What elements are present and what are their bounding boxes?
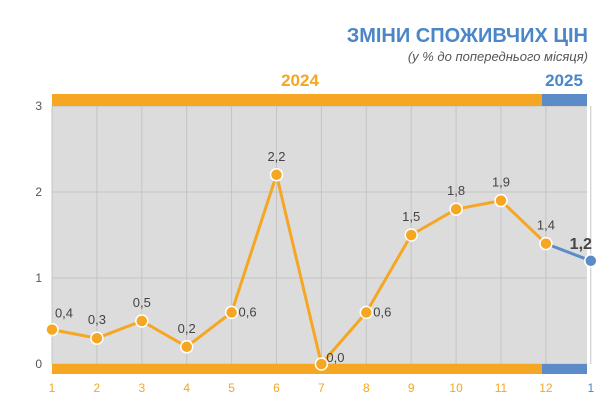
x-tick-label: 1 bbox=[587, 381, 594, 395]
data-labels: 0,4 0,3 0,5 0,2 0,6 2,2 0,0 0,6 1,5 1,8 1,9 1,4 1,2 bbox=[55, 149, 592, 365]
plot-background bbox=[52, 104, 587, 374]
data-label-2024: 2,2 bbox=[267, 149, 285, 164]
data-point-2024 bbox=[269, 168, 284, 182]
data-point-2024 bbox=[90, 331, 104, 345]
x-tick-label: 8 bbox=[363, 381, 370, 395]
x-tick-label: 11 bbox=[495, 381, 508, 395]
y-tick-label: 2 bbox=[35, 185, 42, 199]
data-label-2025: 1,2 bbox=[570, 236, 592, 253]
x-tick-label: 1 bbox=[49, 381, 56, 395]
chart-subtitle: (у % до попереднього місяця) bbox=[408, 49, 588, 64]
x-tick-label: 5 bbox=[228, 381, 235, 395]
year-band-2025 bbox=[542, 94, 587, 106]
data-label-2024: 0,6 bbox=[239, 304, 257, 319]
data-label-2024: 1,9 bbox=[492, 175, 510, 190]
y-tick-label: 0 bbox=[35, 357, 42, 371]
x-tick-label: 9 bbox=[408, 381, 415, 395]
series-line-2025 bbox=[545, 242, 592, 263]
data-points bbox=[45, 168, 598, 371]
data-point-2024 bbox=[539, 236, 553, 251]
x-tick-label: 6 bbox=[273, 381, 280, 395]
data-point-2024 bbox=[45, 322, 59, 337]
data-label-2024: 0,6 bbox=[373, 304, 391, 319]
chart-title: ЗМІНИ СПОЖИВЧИХ ЦІН bbox=[347, 25, 588, 47]
data-point-2024 bbox=[135, 314, 149, 328]
data-label-2024: 0,0 bbox=[326, 350, 344, 365]
data-point-2025 bbox=[584, 254, 598, 268]
data-label-2024: 1,4 bbox=[537, 218, 555, 233]
year-band-2024 bbox=[52, 94, 542, 106]
data-label-2024: 0,5 bbox=[133, 295, 151, 310]
x-tick-label: 7 bbox=[318, 381, 325, 395]
data-point-2024 bbox=[179, 340, 194, 354]
data-label-2024: 0,3 bbox=[88, 312, 106, 327]
y-tick-label: 1 bbox=[35, 271, 42, 285]
data-label-2024: 1,5 bbox=[402, 209, 420, 224]
x-tick-label: 2 bbox=[94, 381, 101, 395]
year-label-2024: 2024 bbox=[281, 71, 319, 90]
data-point-2024 bbox=[494, 193, 508, 208]
series-line-2024 bbox=[51, 173, 547, 366]
x-tick-label: 4 bbox=[183, 381, 190, 395]
y-tick-label: 3 bbox=[35, 99, 42, 113]
data-label-2024: 0,4 bbox=[55, 306, 73, 321]
y-axis-ticks: 0 1 2 3 bbox=[35, 99, 42, 371]
series-lines bbox=[51, 173, 592, 366]
data-point-2024 bbox=[359, 305, 374, 320]
data-point-2024 bbox=[404, 228, 418, 242]
bottom-band-2025 bbox=[542, 364, 587, 374]
data-point-2024 bbox=[224, 305, 239, 320]
data-point-2024 bbox=[449, 202, 463, 216]
data-point-2024 bbox=[314, 357, 329, 371]
x-axis-ticks: 1 2 3 4 5 6 7 8 9 10 11 12 1 bbox=[49, 381, 595, 395]
x-tick-label: 12 bbox=[539, 381, 553, 395]
data-label-2024: 1,8 bbox=[447, 183, 465, 198]
x-tick-label: 10 bbox=[449, 381, 463, 395]
bottom-band-2024 bbox=[52, 364, 542, 374]
data-label-2024: 0,2 bbox=[178, 321, 196, 336]
x-tick-label: 3 bbox=[138, 381, 145, 395]
year-label-2025: 2025 bbox=[545, 71, 583, 90]
